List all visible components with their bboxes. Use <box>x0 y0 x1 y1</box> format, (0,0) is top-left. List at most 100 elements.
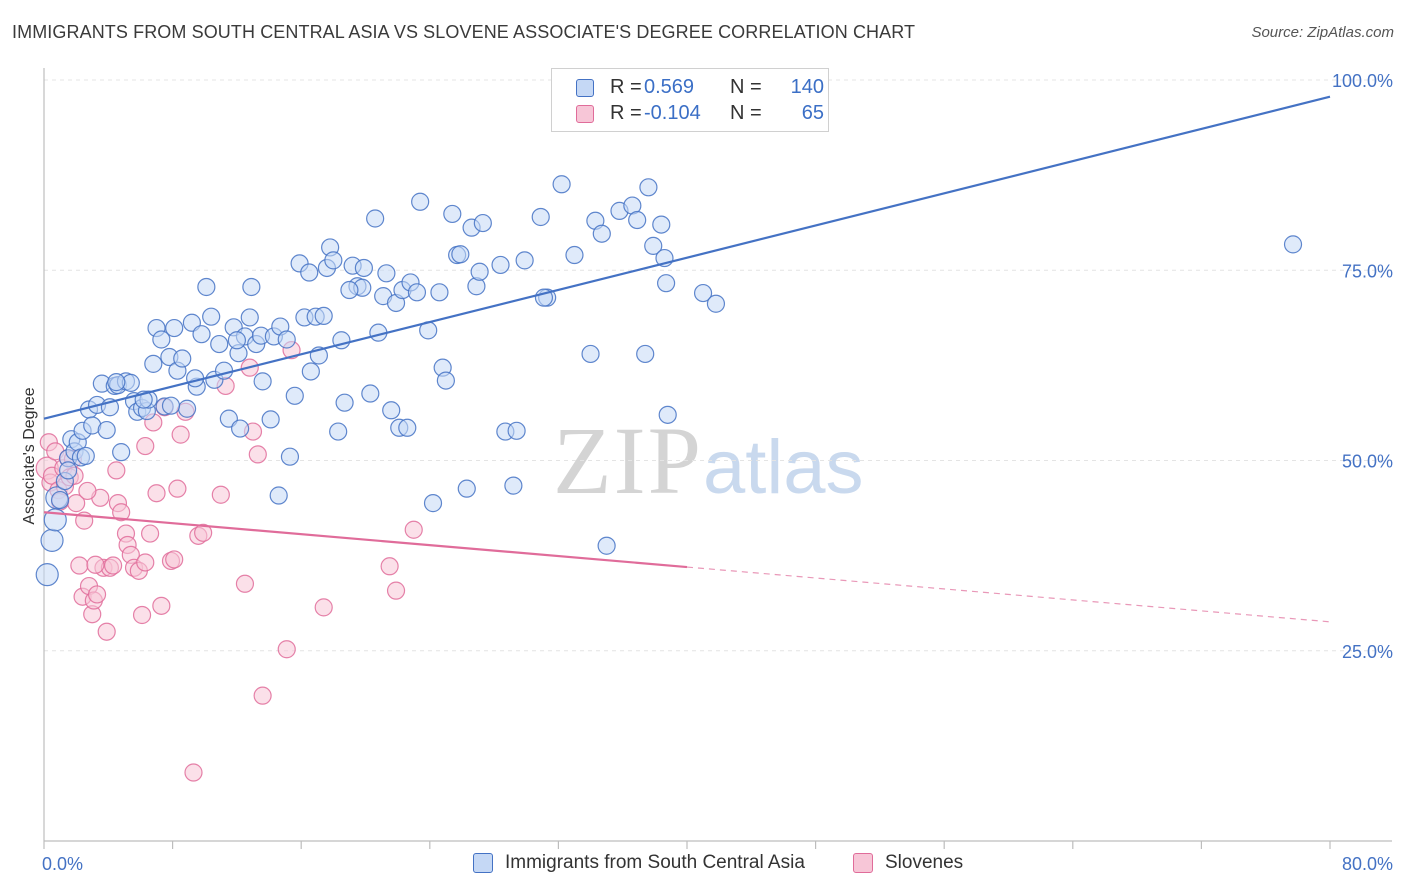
y-tick-label: 75.0% <box>1342 261 1393 281</box>
legend-n-value-series2: 65 <box>801 102 824 124</box>
legend-n-value-series1: 140 <box>790 76 824 98</box>
point-south-central-asia <box>261 410 280 429</box>
point-slovenes <box>253 686 272 705</box>
point-south-central-asia <box>491 255 510 275</box>
point-slovenes <box>248 445 267 464</box>
point-slovenes <box>152 596 171 615</box>
point-south-central-asia <box>329 422 348 441</box>
point-south-central-asia <box>628 210 647 230</box>
point-south-central-asia <box>636 344 655 364</box>
point-south-central-asia <box>314 306 333 326</box>
point-slovenes <box>171 425 190 444</box>
point-south-central-asia <box>300 263 319 282</box>
point-slovenes <box>168 479 187 498</box>
point-south-central-asia <box>97 420 116 440</box>
point-slovenes <box>87 585 107 604</box>
point-south-central-asia <box>269 486 288 505</box>
point-slovenes <box>211 485 230 504</box>
y-tick-label: 25.0% <box>1342 642 1393 662</box>
point-south-central-asia <box>361 384 380 403</box>
point-south-central-asia <box>354 258 373 278</box>
legend-r-label: R = <box>610 102 642 124</box>
point-slovenes <box>112 503 131 522</box>
point-south-central-asia <box>592 224 611 243</box>
point-slovenes <box>78 481 97 501</box>
point-south-central-asia <box>443 204 462 224</box>
point-south-central-asia <box>50 490 70 510</box>
axis-labels: 25.0% 50.0% 75.0% 100.0% 0.0% 80.0% Associate'… <box>21 71 1393 874</box>
point-south-central-asia <box>658 405 677 424</box>
point-south-central-asia <box>340 280 359 300</box>
point-south-central-asia <box>1283 235 1303 254</box>
point-south-central-asia <box>277 330 296 349</box>
point-south-central-asia <box>280 447 300 466</box>
point-south-central-asia <box>652 215 671 234</box>
point-south-central-asia <box>507 421 526 440</box>
point-south-central-asia <box>197 277 216 297</box>
trend-line-slovenes <box>43 511 688 569</box>
point-south-central-asia <box>76 446 95 466</box>
legend-n-label: N = <box>730 102 762 124</box>
point-slovenes <box>147 484 166 503</box>
point-south-central-asia <box>597 536 616 555</box>
point-south-central-asia <box>581 344 600 364</box>
point-south-central-asia <box>324 251 343 270</box>
point-south-central-asia <box>531 207 550 227</box>
point-south-central-asia <box>504 476 523 495</box>
point-south-central-asia <box>35 563 59 587</box>
point-south-central-asia <box>693 283 713 303</box>
point-south-central-asia <box>253 372 272 391</box>
point-south-central-asia <box>457 479 476 498</box>
bottom-legend-swatch-series2 <box>853 853 873 873</box>
point-slovenes <box>194 523 213 542</box>
point-south-central-asia <box>706 294 726 313</box>
trend-line-slovenes-extrapolated <box>686 566 1331 623</box>
trend-lines <box>43 95 1331 623</box>
point-south-central-asia <box>335 393 354 412</box>
point-south-central-asia <box>112 443 131 462</box>
point-slovenes <box>314 598 333 617</box>
point-south-central-asia <box>210 334 229 354</box>
point-south-central-asia <box>301 362 320 381</box>
point-slovenes <box>97 622 116 641</box>
point-south-central-asia <box>436 371 455 390</box>
point-slovenes <box>165 550 184 569</box>
y-axis-label: Associate's Degree <box>21 387 38 524</box>
trend-line-south-central-asia <box>43 95 1331 420</box>
point-south-central-asia <box>40 528 64 553</box>
legend-n-label: N = <box>730 76 762 98</box>
axes <box>43 68 1392 849</box>
point-south-central-asia <box>161 396 181 415</box>
point-south-central-asia <box>657 274 676 293</box>
point-slovenes <box>404 520 423 539</box>
point-south-central-asia <box>152 330 171 349</box>
point-slovenes <box>277 640 296 659</box>
y-tick-label: 50.0% <box>1342 452 1393 472</box>
point-south-central-asia <box>366 209 385 228</box>
x-tick-label-max: 80.0% <box>1342 854 1393 874</box>
point-south-central-asia <box>144 354 163 373</box>
point-slovenes <box>380 557 399 576</box>
point-south-central-asia <box>398 418 417 437</box>
point-slovenes <box>184 763 203 782</box>
point-slovenes <box>104 556 123 575</box>
point-south-central-asia <box>470 262 489 281</box>
point-south-central-asia <box>227 331 246 350</box>
legend-r-value-series2: -0.104 <box>644 102 701 124</box>
bottom-legend-label-series2: Slovenes <box>885 852 964 873</box>
point-south-central-asia <box>214 361 234 380</box>
point-south-central-asia <box>451 245 470 264</box>
legend-r-value-series1: 0.569 <box>644 76 695 98</box>
chart-title: IMMIGRANTS FROM SOUTH CENTRAL ASIA VS SL… <box>12 22 916 42</box>
point-south-central-asia <box>59 461 78 480</box>
point-slovenes <box>235 574 255 593</box>
point-slovenes <box>86 555 105 574</box>
bottom-legend-swatch-series1 <box>473 853 493 873</box>
point-south-central-asia <box>423 494 443 513</box>
point-south-central-asia <box>165 318 184 338</box>
point-south-central-asia <box>552 175 571 194</box>
legend-swatch-series1 <box>576 79 594 97</box>
correlation-legend: R = 0.569 N = 140 R = -0.104 N = 65 <box>551 68 829 132</box>
chart-source: Source: ZipAtlas.com <box>1251 24 1394 41</box>
